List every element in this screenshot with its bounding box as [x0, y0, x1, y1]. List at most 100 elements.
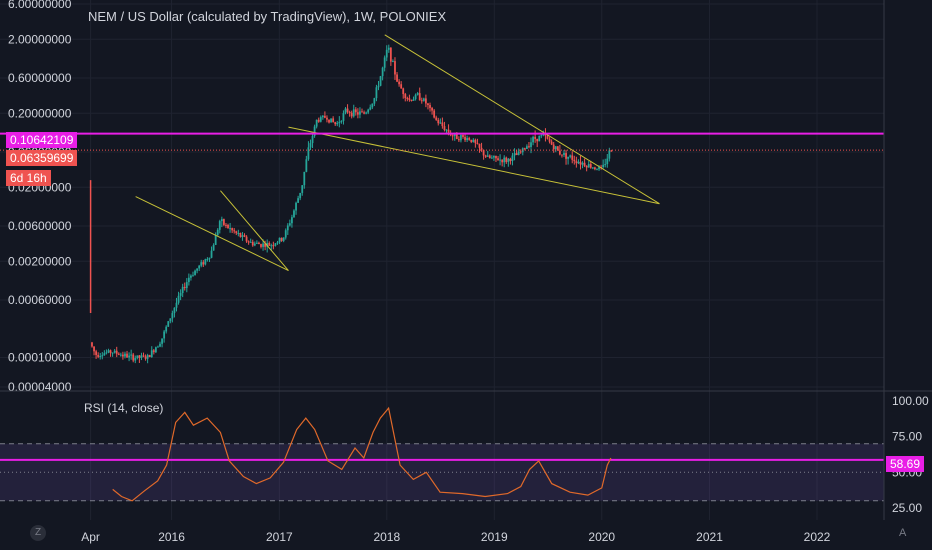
candle-body	[361, 111, 363, 113]
candle-body	[117, 353, 120, 355]
candles	[89, 44, 613, 364]
last-price-badge: 0.06359699	[6, 150, 78, 166]
candle-body	[218, 221, 221, 230]
rsi-value-badge: 58.69	[886, 456, 925, 472]
candle-body	[97, 354, 100, 357]
candle-body	[472, 139, 475, 142]
candle-body	[146, 355, 149, 359]
candle-body	[534, 136, 537, 139]
candle-body	[190, 275, 192, 278]
candle-body	[412, 99, 415, 101]
auto-scale-button[interactable]: A	[899, 527, 907, 539]
x-tick-label: 2020	[588, 530, 615, 544]
candle-body	[286, 225, 289, 231]
candle-body	[396, 74, 398, 82]
candle-body	[303, 171, 306, 186]
candle-body	[369, 107, 372, 110]
candle-body	[105, 352, 108, 354]
candle-body	[233, 230, 236, 232]
candle-body	[235, 231, 238, 234]
candle-body	[99, 356, 102, 358]
x-tick-label: 2017	[266, 530, 293, 544]
candle-body	[589, 164, 592, 168]
candle-body	[144, 356, 147, 359]
y-tick-label: 2.00000000	[8, 32, 72, 46]
candle-body	[243, 235, 246, 237]
trendline	[220, 190, 289, 271]
candle-body	[363, 112, 365, 114]
candle-body	[291, 217, 293, 224]
candle-body	[321, 115, 324, 118]
candle-body	[255, 242, 258, 244]
candle-body	[225, 224, 227, 226]
candle-body	[431, 107, 433, 111]
candle-body	[441, 122, 444, 127]
candle-body	[550, 141, 553, 145]
candle-body	[299, 192, 302, 199]
candle-body	[552, 144, 555, 150]
candle-body	[556, 146, 559, 151]
bar-countdown-badge: 6d 16h	[6, 170, 51, 186]
candle-body	[377, 85, 380, 88]
candle-body	[109, 350, 112, 353]
x-tick-label: 2019	[481, 530, 508, 544]
timezone-button[interactable]: Z	[30, 525, 46, 541]
candle-body	[185, 282, 188, 289]
rsi-line	[112, 406, 612, 502]
candle-body	[437, 119, 440, 124]
candle-body	[575, 161, 578, 164]
candle-body	[383, 57, 386, 68]
candle-body	[558, 150, 561, 155]
candle-body	[280, 237, 283, 241]
candle-body	[119, 354, 122, 356]
candle-body	[258, 242, 260, 245]
y-tick-label: 0.00010000	[8, 351, 72, 365]
candle-body	[379, 76, 382, 86]
candle-body	[274, 243, 277, 246]
candle-body	[313, 126, 316, 136]
candle-body	[278, 237, 281, 243]
grid	[0, 0, 884, 520]
candle-body	[297, 198, 300, 203]
candle-body	[404, 94, 407, 99]
candle-body	[594, 167, 596, 170]
candle-body	[163, 331, 166, 339]
candle-body	[493, 155, 495, 158]
candle-body	[272, 245, 275, 247]
candle-body	[332, 118, 335, 123]
trendline	[135, 196, 289, 271]
candle-body	[604, 164, 607, 166]
levels	[0, 132, 884, 461]
candle-body	[212, 244, 215, 251]
candle-body	[596, 169, 598, 171]
candle-body	[319, 117, 322, 122]
candle-body	[305, 159, 308, 172]
candle-body	[181, 286, 184, 294]
candle-body	[334, 122, 337, 125]
candle-body	[433, 110, 436, 118]
candle-body	[573, 159, 576, 162]
candle-body	[354, 109, 357, 113]
candle-body	[598, 166, 600, 170]
candle-body	[375, 87, 378, 99]
candle-body	[381, 67, 384, 77]
candle-body	[538, 135, 541, 142]
candle-body	[328, 119, 330, 123]
candle-body	[115, 350, 118, 354]
y-tick-label: 0.60000000	[8, 71, 72, 85]
candle-body	[519, 151, 522, 153]
candle-body	[429, 105, 431, 108]
candle-body	[210, 250, 213, 258]
candle-body	[140, 355, 143, 358]
candle-body	[245, 236, 248, 242]
candle-body	[416, 93, 419, 95]
candle-body	[134, 358, 137, 361]
candle-body	[202, 262, 205, 265]
candle-body	[142, 355, 145, 357]
candle-body	[187, 277, 190, 283]
candle-body	[536, 138, 539, 142]
candle-body	[152, 350, 155, 353]
candle-body	[317, 119, 320, 122]
candle-body	[229, 228, 231, 230]
